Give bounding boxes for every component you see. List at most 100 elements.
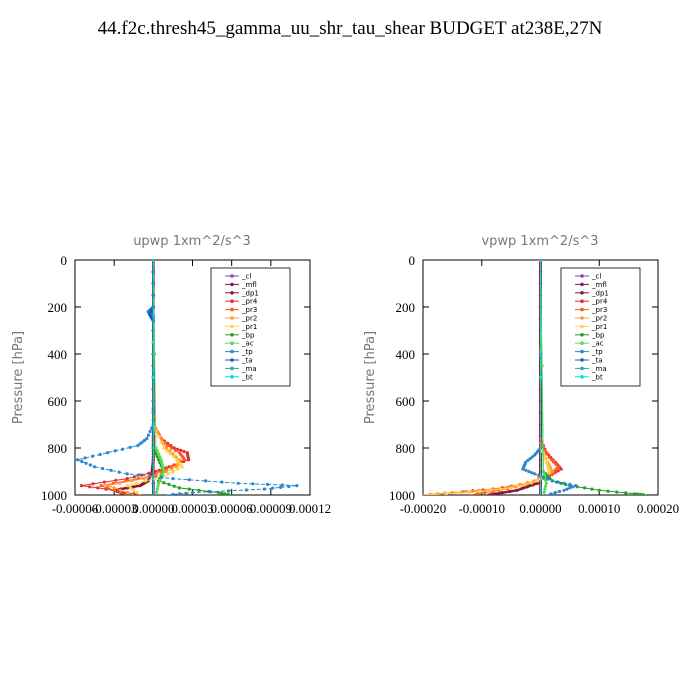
- series-point-pr2: [549, 467, 553, 471]
- series-point-tp: [562, 488, 566, 492]
- series-point-pr4: [132, 475, 136, 479]
- series-point-tp: [140, 440, 144, 444]
- series-point-tp: [262, 487, 266, 491]
- series-point-pr2: [119, 488, 123, 492]
- series-point-pr3: [475, 492, 479, 495]
- legend-marker: [230, 274, 234, 278]
- series-point-pr1: [529, 481, 533, 485]
- series-point-ac: [544, 484, 548, 488]
- series-point-tp: [270, 486, 275, 490]
- x-tick-label: -0.00006: [52, 501, 99, 516]
- series-line-pr2: [423, 260, 553, 495]
- series-point-ac: [155, 487, 159, 491]
- series-point-pr1: [162, 446, 166, 450]
- series-point-ac: [157, 481, 161, 485]
- series-point-bp: [632, 492, 637, 495]
- series-point-pr2: [170, 467, 174, 471]
- series-point-pr2: [171, 452, 175, 456]
- series-point-tp: [287, 484, 291, 489]
- series-point-pr1: [166, 472, 170, 476]
- legend-label: _dp1: [241, 289, 259, 297]
- series-point-tp: [553, 491, 557, 495]
- series-point-tp: [93, 465, 97, 469]
- series-point-tp: [171, 477, 175, 481]
- legend-marker: [230, 324, 234, 329]
- series-point-tp: [190, 491, 195, 495]
- series-point-tp: [226, 489, 230, 493]
- series-point-ac: [161, 467, 165, 471]
- series-point-pr2: [550, 469, 554, 474]
- series-point-bp: [197, 488, 201, 492]
- series-point-tp: [76, 458, 80, 462]
- series-point-tp: [533, 453, 537, 457]
- series-point-ac: [155, 490, 159, 494]
- y-tick-label: 800: [48, 441, 68, 456]
- legend: _cl_mfl_dp1_pr4_pr3_pr2_pr1_bp_ac_tp_ta_…: [210, 267, 291, 387]
- series-point-pr1: [143, 479, 148, 483]
- y-tick-label: 200: [48, 300, 68, 315]
- legend-label: _mfl: [241, 281, 257, 289]
- series-point-tp: [138, 442, 142, 446]
- chart-title: vpwp 1xm^2/s^3: [481, 234, 598, 249]
- series-point-pr4: [182, 449, 186, 454]
- legend-marker: [230, 291, 234, 295]
- x-tick-label: 0.00012: [289, 501, 331, 516]
- series-point-pr1: [171, 469, 175, 474]
- series-point-bp: [615, 490, 619, 494]
- series-point-pr4: [556, 469, 560, 473]
- series-point-tp: [148, 429, 152, 434]
- series-point-pr1: [159, 440, 163, 444]
- series-point-tp: [98, 452, 102, 457]
- series-point-pr3: [159, 469, 163, 474]
- series-point-pr4: [88, 485, 92, 489]
- series-point-pr4: [79, 484, 84, 488]
- series-point-ac: [158, 455, 162, 459]
- series-point-pr3: [483, 491, 487, 495]
- series-point-pr3: [552, 460, 556, 464]
- series-point-tp: [568, 482, 572, 486]
- series-point-ac: [544, 481, 549, 485]
- series-point-bt: [538, 260, 543, 262]
- legend-label: _ma: [591, 365, 607, 373]
- series-point-ac: [542, 490, 546, 494]
- series-point-ac: [543, 487, 547, 491]
- series-point-tp: [244, 488, 248, 492]
- series-point-tp: [526, 458, 530, 462]
- x-tick-label: 0.00010: [578, 501, 620, 516]
- series-group: [75, 260, 299, 495]
- series-point-tp: [528, 457, 532, 461]
- x-tick-label: -0.00020: [400, 501, 447, 516]
- y-tick-label: 200: [396, 300, 416, 315]
- series-point-pr1: [543, 457, 547, 461]
- series-point-tp: [537, 474, 541, 478]
- series-point-tp: [187, 478, 191, 482]
- legend-marker: [230, 307, 234, 312]
- legend-label: _pr2: [591, 315, 607, 323]
- series-point-tp: [530, 471, 534, 475]
- series-point-tp: [137, 473, 141, 477]
- series-point-ac: [154, 446, 158, 450]
- series-point-ac: [160, 472, 165, 476]
- legend-marker: [580, 366, 584, 371]
- series-point-tp: [148, 474, 152, 478]
- series-point-pr1: [165, 449, 169, 453]
- legend-marker: [580, 375, 584, 379]
- series-point-bt: [538, 375, 543, 380]
- series-point-bp: [590, 487, 594, 491]
- series-point-dp1: [536, 481, 540, 485]
- series-point-pr1: [536, 479, 540, 483]
- series-point-pr2: [164, 469, 168, 474]
- legend-label: _ta: [241, 357, 253, 365]
- series-point-tp: [150, 426, 154, 430]
- series-point-tp: [546, 477, 550, 481]
- y-tick-label: 0: [409, 253, 416, 268]
- series-point-tp: [549, 492, 553, 495]
- series-point-dp1: [132, 485, 136, 489]
- series-point-pr3: [164, 467, 168, 471]
- series-point-tp: [562, 481, 566, 485]
- series-point-dp1: [138, 484, 142, 488]
- series-point-bt: [151, 260, 155, 262]
- series-point-pr3: [543, 448, 547, 452]
- legend-marker: [230, 349, 234, 354]
- legend-label: _pr3: [241, 306, 257, 314]
